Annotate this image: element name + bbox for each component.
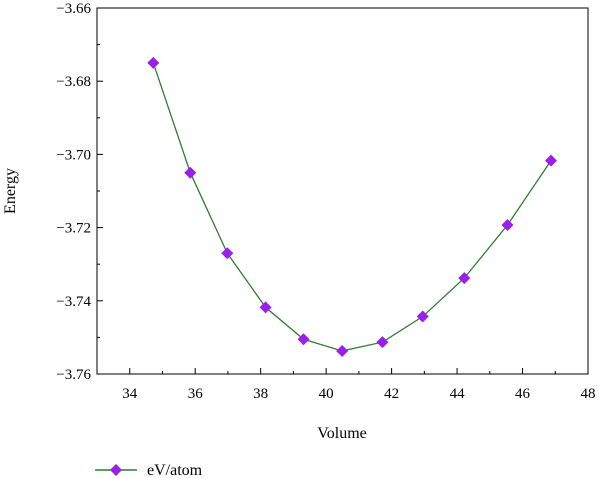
series-layer	[147, 56, 558, 357]
y-axis-title: Energy	[2, 168, 19, 214]
x-tick-label: 44	[450, 386, 466, 402]
data-point	[336, 344, 349, 357]
legend: eV/atom	[95, 462, 203, 478]
x-axis-title: Volume	[317, 425, 366, 442]
data-point	[259, 301, 272, 314]
y-tick-label: −3.66	[56, 1, 91, 17]
data-point	[376, 336, 389, 349]
data-point	[297, 333, 310, 346]
x-tick-label: 48	[581, 386, 596, 402]
plot-frame	[96, 7, 589, 375]
data-point	[416, 310, 429, 323]
x-tick-label: 36	[188, 386, 204, 402]
x-axis: 34 36 38 40 42 44 46 48	[96, 368, 596, 402]
x-tick-label: 42	[384, 386, 399, 402]
data-point	[184, 166, 197, 179]
x-tick-label: 38	[253, 386, 268, 402]
legend-marker	[110, 464, 122, 476]
data-point	[147, 56, 160, 69]
data-point	[221, 247, 234, 260]
x-tick-label: 40	[319, 386, 334, 402]
x-tick-label: 46	[515, 386, 531, 402]
series-line	[152, 62, 552, 352]
legend-label: eV/atom	[147, 462, 203, 478]
x-tick-label: 34	[122, 386, 138, 402]
y-tick-label: −3.68	[56, 74, 91, 90]
y-tick-label: −3.72	[56, 221, 91, 237]
y-tick-label: −3.76	[56, 367, 91, 383]
y-axis: −3.66 −3.68 −3.70 −3.72 −3.74 −3.76	[56, 1, 103, 383]
y-tick-label: −3.74	[56, 294, 91, 310]
y-tick-label: −3.70	[56, 147, 91, 163]
data-point	[458, 272, 471, 285]
data-point	[545, 154, 558, 167]
data-point	[501, 219, 514, 232]
